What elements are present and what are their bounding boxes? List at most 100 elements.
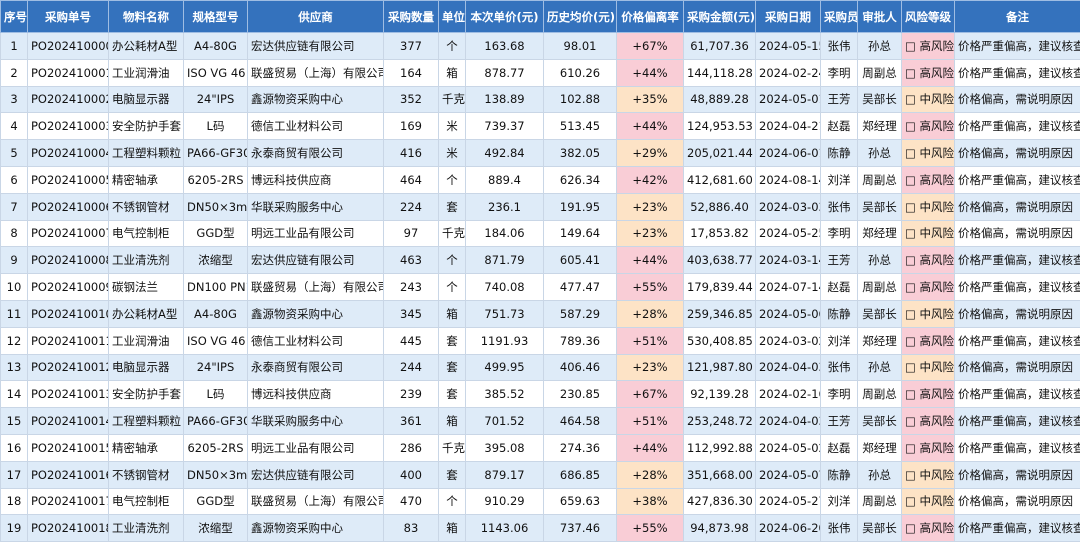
table-cell: 王芳 (821, 86, 858, 113)
table-cell: 联盛贸易（上海）有限公司 (248, 488, 384, 515)
table-cell: 789.36 (544, 327, 617, 354)
table-cell: PO202410014 (28, 408, 109, 435)
table-cell: 15 (1, 408, 28, 435)
table-cell: 碳钢法兰 (109, 274, 184, 301)
table-cell: +44% (617, 434, 684, 461)
table-cell: 价格偏高，需说明原因 (955, 354, 1080, 381)
table-cell: 191.95 (544, 193, 617, 220)
table-cell: +67% (617, 381, 684, 408)
table-cell: 17,853.82 (684, 220, 756, 247)
table-cell: 463 (384, 247, 439, 274)
table-cell: +23% (617, 220, 684, 247)
table-cell: 孙总 (858, 354, 902, 381)
header-cell: 单位 (439, 1, 466, 33)
table-cell: 2024-03-03 (756, 193, 821, 220)
table-cell: 价格偏高，需说明原因 (955, 193, 1080, 220)
table-cell: 千克 (439, 434, 466, 461)
header-cell: 采购数量 (384, 1, 439, 33)
header-cell: 采购单号 (28, 1, 109, 33)
table-cell: +23% (617, 193, 684, 220)
table-cell: 张伟 (821, 354, 858, 381)
table-cell: 浓缩型 (184, 515, 248, 542)
table-cell: □ 中风险 (902, 354, 955, 381)
table-cell: 电脑显示器 (109, 354, 184, 381)
table-cell: 米 (439, 140, 466, 167)
table-cell: 464.58 (544, 408, 617, 435)
table-cell: 253,248.72 (684, 408, 756, 435)
table-cell: PO202410018 (28, 515, 109, 542)
table-cell: 149.64 (544, 220, 617, 247)
table-cell: +44% (617, 247, 684, 274)
table-cell: 11 (1, 300, 28, 327)
table-cell: 1143.06 (466, 515, 544, 542)
table-cell: 871.79 (466, 247, 544, 274)
table-cell: 5 (1, 140, 28, 167)
table-cell: □ 高风险 (902, 113, 955, 140)
table-cell: 2024-07-14 (756, 274, 821, 301)
table-cell: 230.85 (544, 381, 617, 408)
table-cell: 周副总 (858, 381, 902, 408)
table-cell: +38% (617, 488, 684, 515)
table-cell: 83 (384, 515, 439, 542)
table-cell: 价格严重偏高，建议核查 (955, 327, 1080, 354)
table-cell: 李明 (821, 59, 858, 86)
table-cell: 吴部长 (858, 300, 902, 327)
table-cell: 626.34 (544, 166, 617, 193)
table-cell: 精密轴承 (109, 434, 184, 461)
table-cell: 395.08 (466, 434, 544, 461)
table-cell: A4-80G (184, 33, 248, 60)
table-cell: 博远科技供应商 (248, 166, 384, 193)
table-cell: 2024-05-01 (756, 86, 821, 113)
table-cell: 244 (384, 354, 439, 381)
table-cell: 2024-05-25 (756, 220, 821, 247)
table-cell: L码 (184, 113, 248, 140)
table-cell: PO202410009 (28, 274, 109, 301)
table-cell: 739.37 (466, 113, 544, 140)
table-cell: PO202410005 (28, 166, 109, 193)
table-cell: 郑经理 (858, 327, 902, 354)
table-cell: 9 (1, 247, 28, 274)
table-cell: 2024-04-21 (756, 113, 821, 140)
table-cell: PO202410000 (28, 33, 109, 60)
table-cell: PO202410001 (28, 59, 109, 86)
table-cell: 416 (384, 140, 439, 167)
table-cell: 879.17 (466, 461, 544, 488)
table-cell: 345 (384, 300, 439, 327)
table-cell: 个 (439, 274, 466, 301)
table-cell: □ 高风险 (902, 274, 955, 301)
table-cell: 吴部长 (858, 193, 902, 220)
table-cell: +42% (617, 166, 684, 193)
table-cell: 610.26 (544, 59, 617, 86)
table-cell: 1191.93 (466, 327, 544, 354)
table-cell: 不锈钢管材 (109, 193, 184, 220)
table-cell: 箱 (439, 59, 466, 86)
table-cell: 电脑显示器 (109, 86, 184, 113)
table-cell: 7 (1, 193, 28, 220)
table-cell: +55% (617, 515, 684, 542)
table-cell: 浓缩型 (184, 247, 248, 274)
table-cell: ISO VG 46 (184, 59, 248, 86)
table-cell: 587.29 (544, 300, 617, 327)
table-cell: 659.63 (544, 488, 617, 515)
table-cell: 价格严重偏高，建议核查 (955, 434, 1080, 461)
table-cell: 价格严重偏高，建议核查 (955, 247, 1080, 274)
table-cell: □ 高风险 (902, 166, 955, 193)
table-cell: 2024-04-03 (756, 354, 821, 381)
table-cell: 385.52 (466, 381, 544, 408)
table-cell: 470 (384, 488, 439, 515)
table-cell: □ 中风险 (902, 461, 955, 488)
table-cell: 6205-2RS (184, 434, 248, 461)
table-cell: 205,021.44 (684, 140, 756, 167)
table-cell: □ 中风险 (902, 140, 955, 167)
table-cell: 价格偏高，需说明原因 (955, 86, 1080, 113)
table-cell: 鑫源物资采购中心 (248, 300, 384, 327)
table-cell: 163.68 (466, 33, 544, 60)
table-cell: 工业润滑油 (109, 59, 184, 86)
